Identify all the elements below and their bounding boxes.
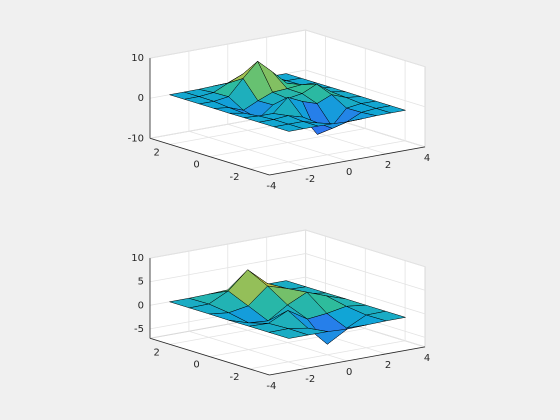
- x-tick-label: -4: [266, 381, 276, 392]
- z-tick-label: 10: [131, 53, 144, 64]
- y-tick-label: 0: [193, 160, 199, 171]
- axes: -4 -2 0 2 4 -2 0 2 -5 0 5 10: [131, 229, 430, 392]
- x-tick-label: -4: [266, 181, 276, 192]
- axes: -4 -2 0 2 4 -2 0 2 -10 0 10: [128, 29, 430, 192]
- grid-line: [249, 340, 406, 370]
- x-tick-label: 2: [385, 360, 391, 371]
- surface-cell: [273, 123, 304, 132]
- x-tick-label: 0: [346, 367, 352, 378]
- grid-line: [149, 253, 306, 283]
- x-tick-label: 0: [346, 167, 352, 178]
- x-tick-label: 4: [424, 153, 430, 164]
- z-tick-label: -10: [128, 133, 144, 144]
- grid-line: [305, 69, 426, 108]
- x-axis: [269, 346, 426, 376]
- z-tick-label: 5: [138, 277, 144, 288]
- grid-line: [209, 128, 366, 158]
- y-tick-label: 2: [154, 347, 160, 358]
- y-tick-label: 2: [154, 147, 160, 158]
- x-tick-label: 4: [424, 353, 430, 364]
- y-tick-label: 0: [193, 360, 199, 371]
- x-tick-label: -2: [305, 374, 315, 385]
- y-tick-label: -2: [230, 372, 240, 383]
- z-tick-label: 0: [138, 300, 144, 311]
- surface-cell: [268, 328, 309, 339]
- grid-line: [305, 29, 426, 68]
- grid-line: [305, 229, 426, 268]
- y-axis: [149, 337, 270, 376]
- y-tick-label: -2: [230, 172, 240, 183]
- grid-line: [149, 229, 306, 259]
- x-tick-label: -2: [305, 174, 315, 185]
- x-tick-label: 2: [385, 160, 391, 171]
- x-axis: [269, 146, 426, 176]
- z-tick-label: 0: [138, 93, 144, 104]
- grid-line: [149, 29, 306, 59]
- y-axis: [149, 137, 270, 176]
- grid-line: [305, 253, 426, 291]
- grid-line: [305, 276, 426, 315]
- grid-line: [249, 140, 406, 170]
- z-tick-label: 10: [131, 253, 144, 264]
- z-tick-label: -5: [134, 324, 144, 335]
